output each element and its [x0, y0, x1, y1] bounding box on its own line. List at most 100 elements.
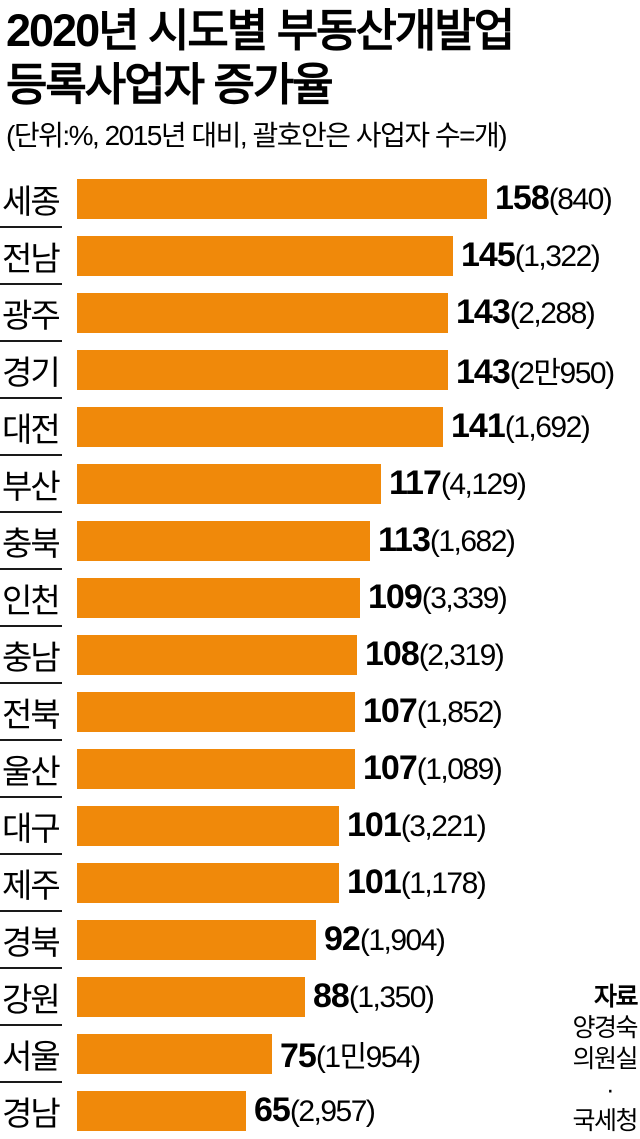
bar-row: 서울 75(1민954) — [0, 1024, 640, 1082]
bar-count: (3,221) — [400, 810, 487, 843]
bar-value-group: 107(1,089) — [363, 749, 503, 788]
bar — [77, 178, 487, 219]
chart-subtitle: (단위:%, 2015년 대비, 괄호안은 사업자 수=개) — [6, 120, 508, 151]
source-label: 자료 — [593, 983, 639, 1011]
bar-value-group: 143(2,288) — [456, 293, 596, 332]
bar-count: (1,682) — [429, 525, 516, 558]
bar-track: 117(4,129) — [64, 463, 640, 504]
bar-value-group: 65(2,957) — [254, 1091, 376, 1130]
bar-track: 75(1민954) — [64, 1032, 640, 1076]
bar-value: 75 — [280, 1036, 317, 1075]
bar-count: (1,322) — [514, 240, 601, 273]
source-line: 국세청 — [572, 1107, 638, 1135]
bar-value: 143 — [456, 352, 511, 391]
category-label: 경기 — [2, 353, 61, 391]
bar — [77, 862, 339, 903]
bar-count: (1,089) — [416, 753, 503, 786]
bar-value-group: 88(1,350) — [313, 977, 435, 1016]
bar-value-group: 109(3,339) — [368, 578, 508, 617]
bar-value-group: 108(2,319) — [365, 635, 505, 674]
bar — [77, 1090, 246, 1131]
bar-count: (1,350) — [348, 981, 435, 1014]
bar-value-group: 107(1,852) — [363, 692, 503, 731]
bar-value: 108 — [365, 635, 420, 673]
category-label: 울산 — [2, 752, 61, 790]
bar-row: 경기 143(2만950) — [0, 340, 640, 398]
bar-track: 107(1,089) — [64, 748, 640, 789]
bar — [77, 349, 448, 390]
bar — [77, 577, 360, 618]
bar-value-group: 141(1,692) — [451, 407, 591, 446]
bar-value: 158 — [495, 179, 550, 217]
bar — [77, 463, 381, 504]
bar-count: (3,339) — [421, 582, 508, 615]
bar-count: (1,904) — [359, 924, 446, 957]
bar-value: 101 — [347, 806, 402, 844]
bar — [77, 292, 448, 333]
bar-value: 109 — [368, 578, 423, 616]
bar-row: 세종 158(840) — [0, 170, 640, 227]
bar-track: 143(2만950) — [64, 348, 640, 392]
bar — [77, 235, 453, 276]
bar-value-group: 92(1,904) — [324, 920, 446, 959]
category-label: 대구 — [2, 809, 61, 847]
bar-row: 인천 109(3,339) — [0, 568, 640, 626]
bar-count: (2,957) — [289, 1095, 376, 1128]
bar-row: 전남 145(1,322) — [0, 226, 640, 284]
page-title-line2: 등록사업자 증가율 — [6, 59, 334, 110]
bar-value: 101 — [347, 863, 402, 901]
category-label: 전북 — [2, 695, 61, 733]
bar-track: 158(840) — [64, 178, 640, 219]
bar — [77, 919, 316, 960]
bar-value: 107 — [363, 749, 418, 787]
header: 2020년 시도별 부동산개발업 등록사업자 증가율 (단위:%, 2015년 … — [0, 0, 640, 153]
bar-value: 145 — [461, 236, 516, 274]
bar — [77, 748, 355, 789]
category-label: 광주 — [2, 296, 61, 334]
bar-row: 충남 108(2,319) — [0, 625, 640, 683]
bar-count: (840) — [548, 183, 613, 216]
bar-value: 65 — [254, 1091, 291, 1129]
bar — [77, 976, 305, 1017]
bar — [77, 1033, 272, 1074]
bar-value-group: 75(1민954) — [280, 1032, 421, 1076]
category-label: 제주 — [2, 866, 61, 904]
category-label: 경남 — [2, 1094, 61, 1132]
bar-row: 대구 101(3,221) — [0, 796, 640, 854]
bar-value: 92 — [324, 920, 361, 958]
bar-value-group: 101(1,178) — [347, 863, 487, 902]
bar-count: (2만950) — [509, 356, 615, 390]
bar-value-group: 145(1,322) — [461, 236, 601, 275]
bar-row: 부산 117(4,129) — [0, 454, 640, 512]
bar — [77, 691, 355, 732]
bar-value: 107 — [363, 692, 418, 730]
source-line: 양경숙 — [572, 1014, 638, 1042]
bar-value: 113 — [378, 521, 431, 559]
page-title-line1: 2020년 시도별 부동산개발업 — [6, 5, 515, 56]
bar-track: 113(1,682) — [64, 520, 640, 561]
bar-track: 92(1,904) — [64, 919, 640, 960]
bar-count: (2,288) — [509, 297, 596, 330]
bar-track: 145(1,322) — [64, 235, 640, 276]
bar-track: 141(1,692) — [64, 406, 640, 447]
bar-value: 141 — [451, 407, 506, 445]
page-title: 2020년 시도별 부동산개발업 등록사업자 증가율 — [6, 4, 634, 112]
category-label: 대전 — [2, 410, 61, 448]
bar-track: 143(2,288) — [64, 292, 640, 333]
bar-row: 강원 88(1,350) — [0, 967, 640, 1025]
source-line: · — [606, 1076, 614, 1104]
bar-value-group: 101(3,221) — [347, 806, 487, 845]
bar-row: 울산 107(1,089) — [0, 739, 640, 797]
bar-count: (1민954) — [315, 1040, 421, 1074]
bar-track: 101(3,221) — [64, 805, 640, 846]
bar-row: 광주 143(2,288) — [0, 283, 640, 341]
source-line: 의원실 — [572, 1045, 638, 1073]
bar-value-group: 158(840) — [495, 179, 613, 218]
category-label: 서울 — [2, 1037, 61, 1075]
category-label: 충북 — [2, 524, 61, 562]
bar-row: 제주 101(1,178) — [0, 853, 640, 911]
bar-track: 101(1,178) — [64, 862, 640, 903]
bar-value-group: 113(1,682) — [378, 521, 516, 560]
bar-row: 경북 92(1,904) — [0, 910, 640, 968]
